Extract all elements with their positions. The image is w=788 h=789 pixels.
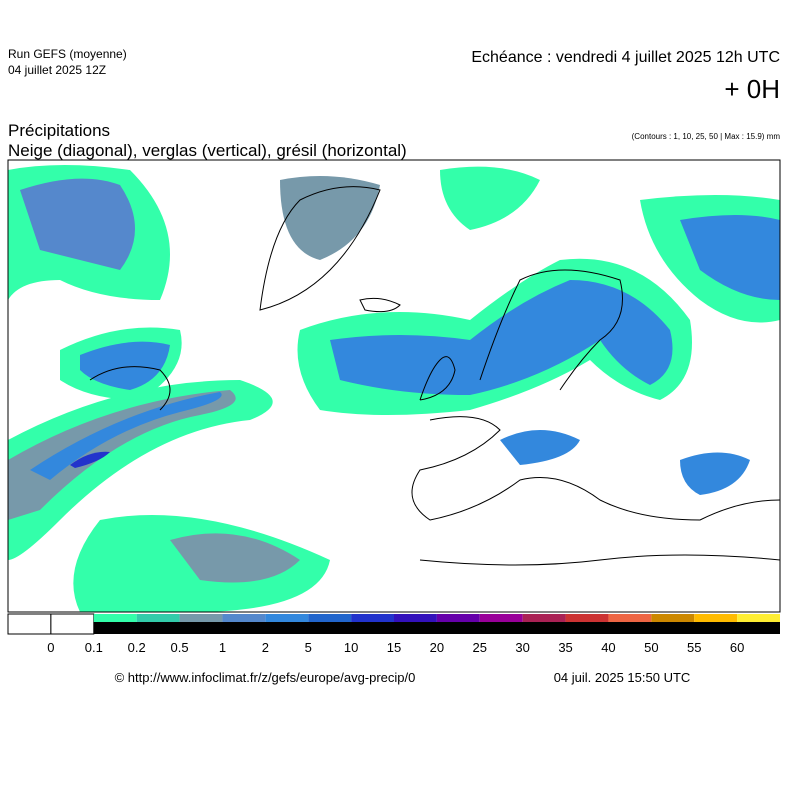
colorbar: 0 0.1 0.2 0.5 1 2 5 10 15 20 25 30 35 40 50 55 60 — [7, 613, 781, 655]
map — [7, 159, 781, 613]
colorbar-swatch — [522, 614, 566, 622]
colorbar-swatch — [308, 614, 352, 622]
contours-note: (Contours : 1, 10, 25, 50 | Max : 15.9) … — [632, 132, 781, 141]
colorbar-swatch — [565, 614, 609, 622]
subtitle: Neige (diagonal), verglas (vertical), gr… — [8, 141, 407, 160]
colorbar-label: 10 — [344, 640, 358, 655]
colorbar-label: 30 — [515, 640, 529, 655]
title: Précipitations — [8, 121, 110, 140]
colorbar-base — [93, 622, 781, 634]
colorbar-label: 25 — [473, 640, 487, 655]
colorbar-label: 15 — [387, 640, 401, 655]
run-label: Run GEFS (moyenne) — [8, 47, 127, 61]
colorbar-swatch — [608, 614, 652, 622]
colorbar-swatch — [50, 613, 95, 635]
colorbar-swatch — [351, 614, 394, 622]
colorbar-label: 20 — [430, 640, 444, 655]
colorbar-label: 5 — [305, 640, 312, 655]
colorbar-swatch — [265, 614, 309, 622]
colorbar-label: 55 — [687, 640, 701, 655]
colorbar-label: 50 — [644, 640, 658, 655]
colorbar-swatch — [7, 613, 52, 635]
colorbar-swatch — [136, 614, 180, 622]
timestamp: 04 juil. 2025 15:50 UTC — [554, 670, 691, 685]
echeance: Echéance : vendredi 4 juillet 2025 12h U… — [471, 49, 780, 66]
colorbar-swatch — [651, 614, 695, 622]
colorbar-swatch — [222, 614, 266, 622]
offset: + 0H — [724, 74, 780, 104]
colorbar-label: 35 — [558, 640, 572, 655]
colorbar-swatch — [179, 614, 223, 622]
colorbar-swatch — [436, 614, 480, 622]
colorbar-label: 0 — [47, 640, 54, 655]
colorbar-label: 0.2 — [128, 640, 146, 655]
source-url: © http://www.infoclimat.fr/z/gefs/europe… — [115, 670, 416, 685]
colorbar-label: 2 — [262, 640, 269, 655]
map-frame — [7, 159, 781, 613]
colorbar-swatch — [479, 614, 523, 622]
run-date: 04 juillet 2025 12Z — [8, 63, 106, 77]
colorbar-label: 0.5 — [171, 640, 189, 655]
precip-field — [8, 165, 780, 612]
colorbar-label: 0.1 — [85, 640, 103, 655]
colorbar-label: 40 — [601, 640, 615, 655]
colorbar-swatch — [93, 614, 137, 622]
colorbar-swatch — [394, 614, 437, 622]
coastlines — [89, 186, 780, 566]
colorbar-swatch — [694, 614, 738, 622]
colorbar-swatch — [737, 614, 780, 622]
colorbar-label: 1 — [219, 640, 226, 655]
colorbar-label: 60 — [730, 640, 744, 655]
